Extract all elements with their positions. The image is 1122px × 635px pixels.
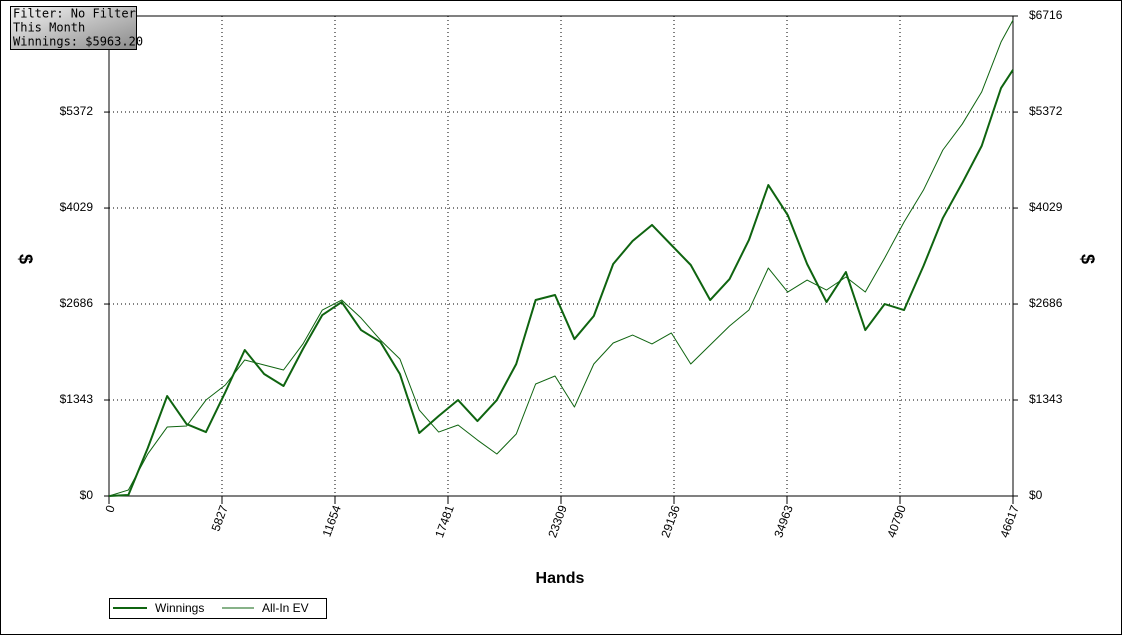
y-tick-label: $0	[80, 488, 94, 502]
filter-text: Winnings: $5963.20	[13, 35, 143, 49]
y-tick-label: $2686	[60, 296, 94, 310]
x-tick-label: 0	[102, 503, 118, 514]
filter-box: Filter: No Filter This Month Winnings: $…	[10, 6, 143, 50]
series-line	[108, 69, 1014, 497]
series-line	[108, 19, 1014, 497]
y2-tick-label: $1343	[1029, 392, 1063, 406]
legend-label: Winnings	[155, 601, 204, 615]
y-axis-label: $	[15, 254, 35, 264]
y-tick-label: $5372	[60, 104, 94, 118]
filter-text: This Month	[13, 21, 85, 35]
y2-tick-label: $5372	[1029, 104, 1063, 118]
y-tick-label: $4029	[60, 200, 94, 214]
y2-tick-label: $4029	[1029, 200, 1063, 214]
legend-label: All-In EV	[262, 601, 309, 615]
legend-box	[109, 598, 327, 619]
y2-tick-label: $6716	[1029, 8, 1063, 22]
plot-border	[108, 15, 1014, 497]
y2-tick-label: $0	[1029, 488, 1043, 502]
x-axis-label: Hands	[536, 570, 585, 587]
filter-box-bg	[10, 6, 137, 50]
y2-tick-label: $2686	[1029, 296, 1063, 310]
y2-axis-label: $	[1077, 254, 1097, 264]
filter-text: Filter: No Filter	[13, 7, 136, 21]
legend: Winnings All-In EV	[109, 598, 327, 619]
y-tick-label: $1343	[60, 392, 94, 406]
